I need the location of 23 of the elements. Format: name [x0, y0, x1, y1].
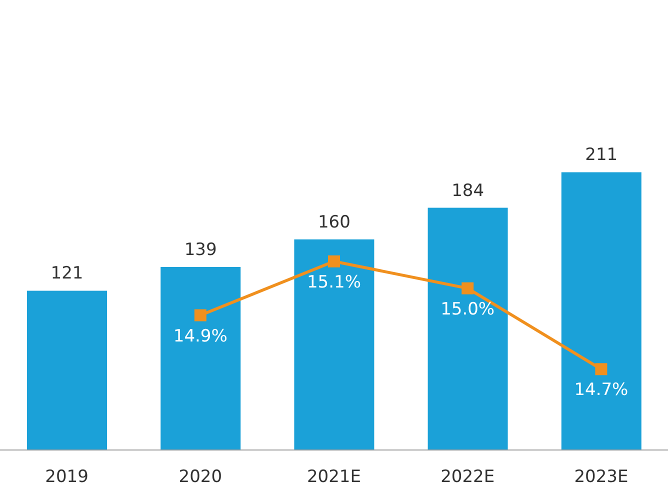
data-label: 15.1%	[306, 272, 362, 292]
data-label: 139	[184, 240, 217, 260]
x-tick-label: 2023E	[574, 467, 628, 488]
data-label: 184	[452, 180, 484, 201]
bar	[160, 267, 241, 450]
point	[595, 363, 608, 376]
x-tick-label: 2022E	[440, 467, 495, 488]
bar	[27, 290, 107, 450]
x-tick-label: 2020	[178, 467, 222, 488]
data-label: 160	[318, 212, 350, 232]
data-label: 121	[50, 264, 84, 284]
bar	[428, 208, 508, 450]
x-tick-label: 2019	[45, 467, 88, 488]
data-label: 211	[585, 145, 618, 166]
data-label: 14.9%	[173, 326, 228, 346]
bar	[561, 172, 642, 450]
x-tick-label: 2021E	[306, 467, 362, 488]
data-label: 14.7%	[574, 380, 628, 400]
point	[328, 255, 340, 268]
data-label: 15.0%	[440, 299, 495, 320]
bar	[294, 239, 374, 450]
point	[462, 282, 474, 294]
point	[194, 309, 206, 322]
